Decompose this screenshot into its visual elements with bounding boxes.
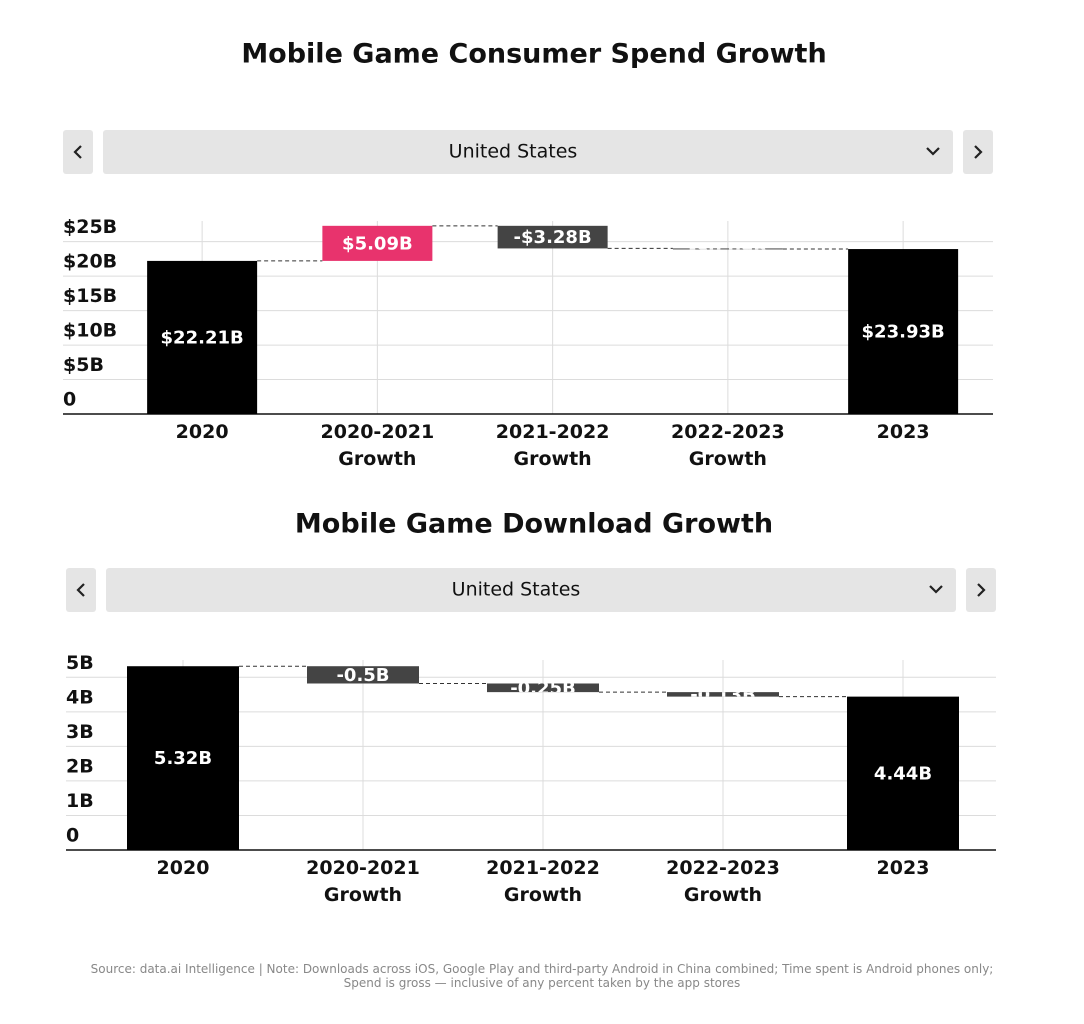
prev-button[interactable]	[63, 130, 93, 174]
dropdown-caret	[926, 147, 940, 156]
value-label: -0.25B	[510, 678, 576, 699]
y-tick-label: $20B	[63, 251, 117, 273]
bar	[497, 225, 608, 249]
x-tick-label: 2022-2023 Growth	[666, 857, 780, 906]
x-tick-label: 2021-2022 Growth	[486, 857, 600, 906]
x-tick-label: 2022-2023 Growth	[671, 421, 785, 470]
value-label: -$3.28B	[514, 227, 592, 248]
bar	[127, 666, 239, 850]
x-tick-label: 2020	[156, 857, 210, 879]
bar	[322, 225, 433, 261]
x-tick-label: 2021-2022 Growth	[495, 421, 610, 470]
next-button[interactable]	[966, 568, 996, 612]
y-tick-label: $5B	[63, 354, 104, 376]
source-note: Source: data.ai Intelligence | Note: Dow…	[90, 962, 994, 990]
x-tick-label: 2020-2021 Growth	[306, 857, 420, 906]
dropdown[interactable]	[106, 568, 956, 612]
value-label: $5.09B	[342, 233, 413, 254]
y-tick-label: $25B	[63, 216, 117, 238]
y-tick-label: 4B	[66, 686, 94, 708]
bar	[147, 260, 258, 414]
value-label: 5.32B	[154, 748, 212, 769]
bar	[487, 683, 599, 693]
next-icon	[977, 583, 986, 597]
y-tick-label: $10B	[63, 320, 117, 342]
prev-icon	[76, 583, 85, 597]
value-label: -0.13B	[690, 684, 756, 705]
y-tick-label: 3B	[66, 721, 94, 743]
next-icon	[974, 145, 983, 159]
value-label: -0.5B	[336, 665, 389, 686]
value-label: $23.93B	[862, 322, 945, 343]
y-tick-label: $15B	[63, 285, 117, 307]
value-label: -$0.09B	[689, 239, 767, 260]
value-label: 4.44B	[874, 763, 932, 784]
dropdown-caret	[929, 585, 943, 594]
dropdown-value: United States	[452, 579, 581, 601]
y-tick-label: 2B	[66, 755, 94, 777]
bar	[667, 692, 779, 697]
x-tick-label: 2020-2021 Growth	[320, 421, 435, 470]
bar	[307, 666, 419, 684]
x-tick-label: 2023	[876, 421, 930, 443]
chart-title: Mobile Game Download Growth	[295, 509, 773, 540]
x-tick-label: 2023	[876, 857, 930, 879]
prev-button[interactable]	[66, 568, 96, 612]
y-tick-label: 0	[63, 389, 76, 411]
y-tick-label: 5B	[66, 652, 94, 674]
bar	[848, 249, 959, 414]
y-tick-label: 0	[66, 825, 79, 847]
bar	[847, 696, 959, 850]
y-tick-label: 1B	[66, 790, 94, 812]
bar	[672, 248, 783, 250]
value-label: $22.21B	[161, 327, 244, 348]
dropdown[interactable]	[103, 130, 953, 174]
chart-title: Mobile Game Consumer Spend Growth	[241, 39, 826, 70]
x-tick-label: 2020	[175, 421, 229, 443]
next-button[interactable]	[963, 130, 993, 174]
dropdown-value: United States	[449, 141, 578, 163]
prev-icon	[73, 145, 82, 159]
